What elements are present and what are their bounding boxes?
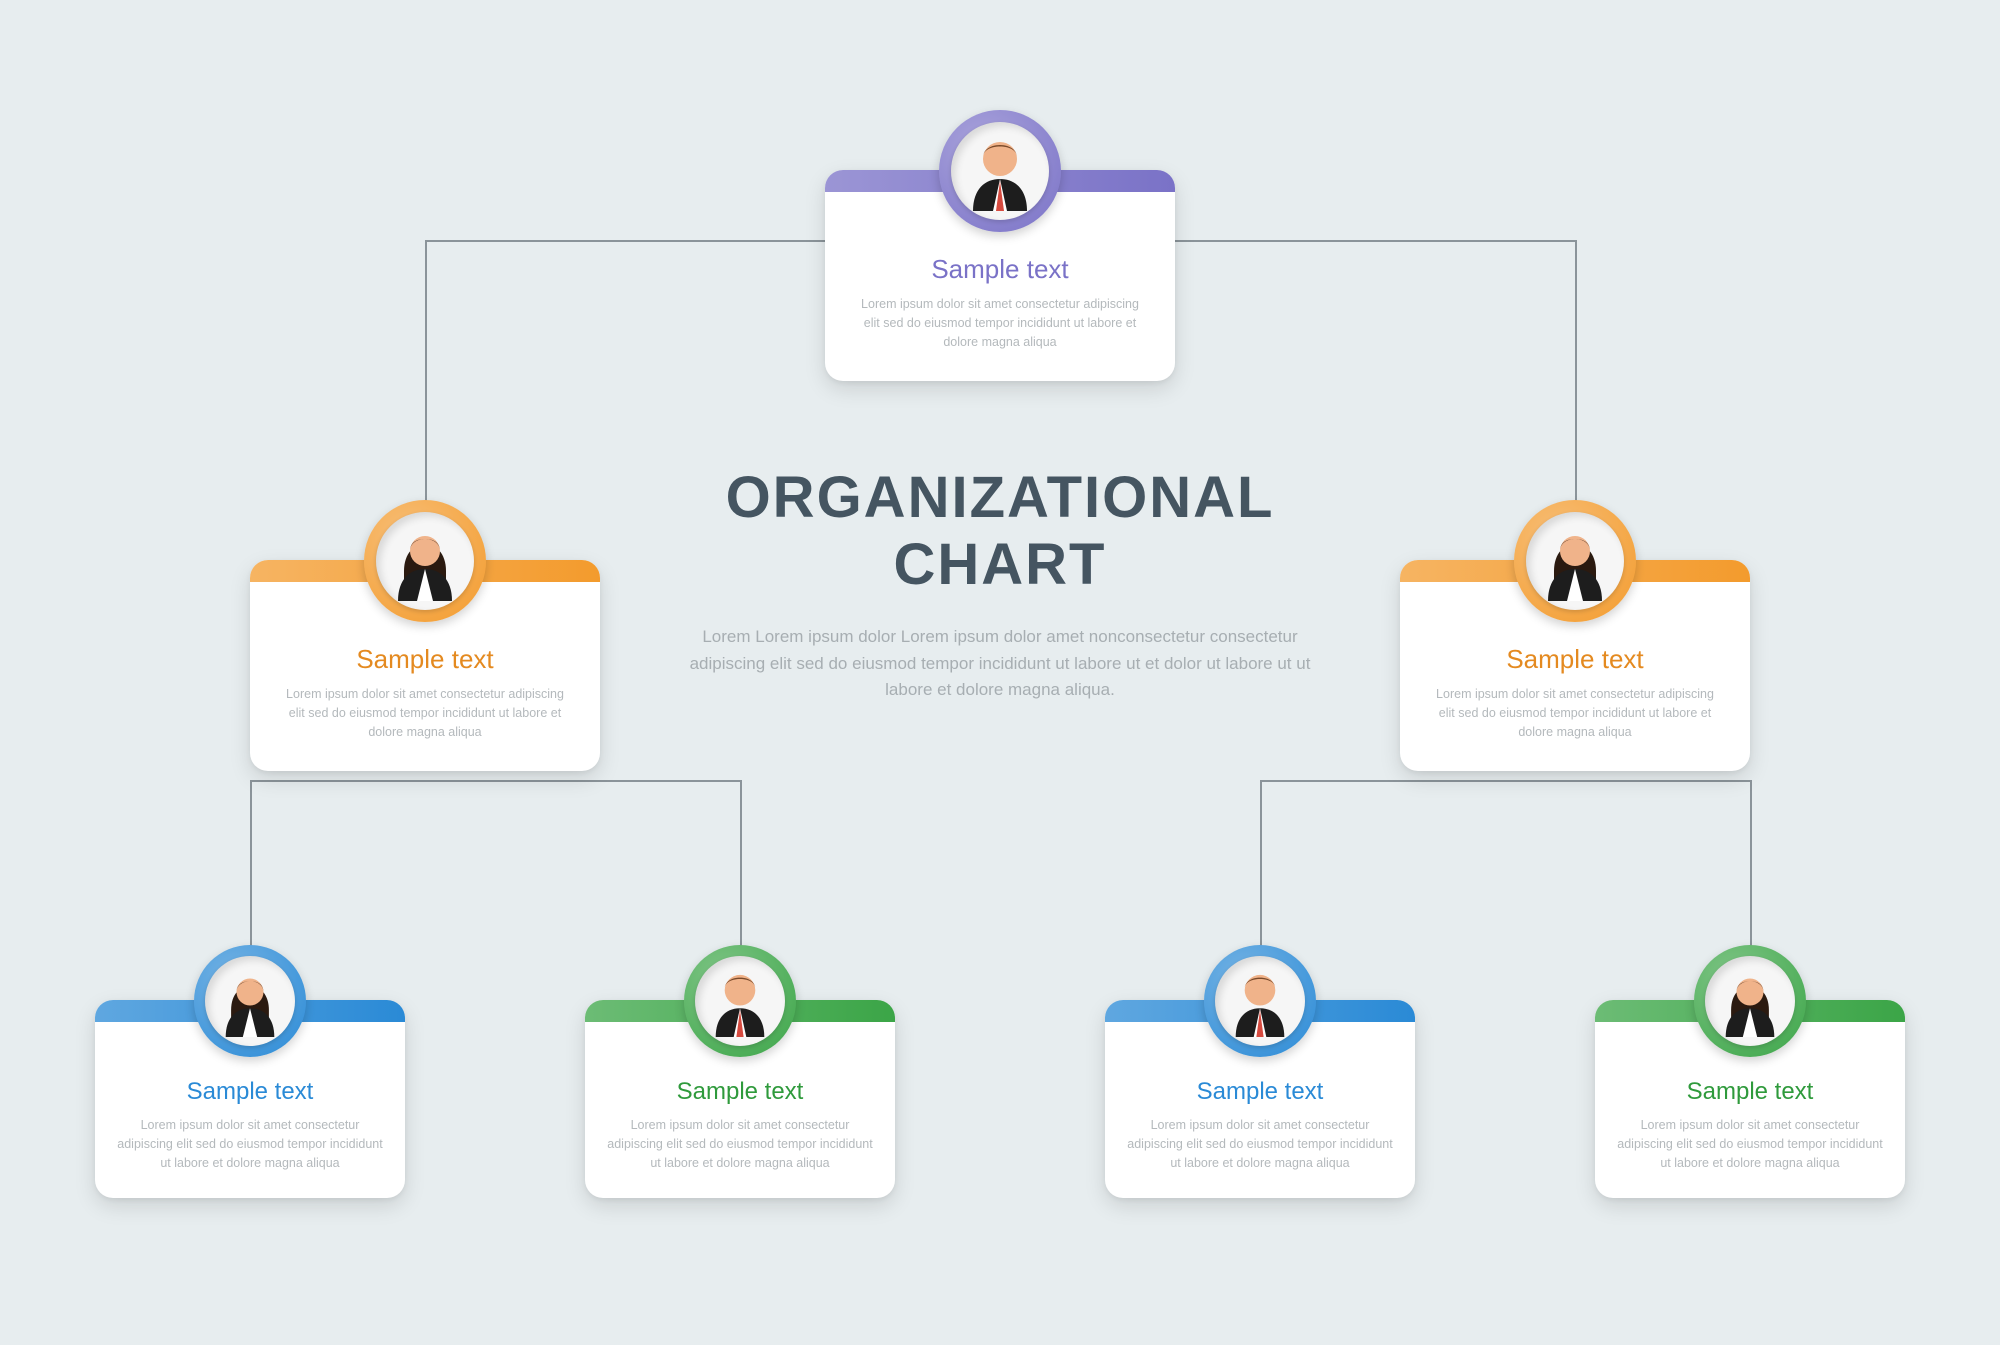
org-node-leaf_3: Sample text Lorem ipsum dolor sit amet c… [1105,1000,1415,1198]
connector-line [425,240,427,530]
node-description: Lorem ipsum dolor sit amet consectetur a… [1617,1116,1883,1172]
avatar-badge [684,945,796,1057]
person-avatar-icon [1705,956,1795,1046]
person-avatar-icon [205,956,295,1046]
node-card: Sample text Lorem ipsum dolor sit amet c… [1400,560,1750,771]
org-node-leaf_1: Sample text Lorem ipsum dolor sit amet c… [95,1000,405,1198]
node-card: Sample text Lorem ipsum dolor sit amet c… [250,560,600,771]
node-card: Sample text Lorem ipsum dolor sit amet c… [825,170,1175,381]
org-node-leaf_2: Sample text Lorem ipsum dolor sit amet c… [585,1000,895,1198]
chart-title-line2: CHART [894,532,1107,597]
connector-line [1575,240,1577,530]
node-description: Lorem ipsum dolor sit amet consectetur a… [1127,1116,1393,1172]
chart-title-line1: ORGANIZATIONAL [726,465,1275,530]
node-title: Sample text [607,1078,873,1106]
chart-title: ORGANIZATIONAL CHART [620,465,1380,598]
node-title: Sample text [278,644,572,675]
person-avatar-icon [951,122,1049,220]
org-node-mid_left: Sample text Lorem ipsum dolor sit amet c… [250,560,600,771]
node-description: Lorem ipsum dolor sit amet consectetur a… [278,685,572,741]
avatar-badge [939,110,1061,232]
node-title: Sample text [1428,644,1722,675]
node-card: Sample text Lorem ipsum dolor sit amet c… [1105,1000,1415,1198]
node-title: Sample text [1127,1078,1393,1106]
node-card: Sample text Lorem ipsum dolor sit amet c… [1595,1000,1905,1198]
node-description: Lorem ipsum dolor sit amet consectetur a… [853,295,1147,351]
chart-heading: ORGANIZATIONAL CHART Lorem Lorem ipsum d… [620,465,1380,703]
org-node-leaf_4: Sample text Lorem ipsum dolor sit amet c… [1595,1000,1905,1198]
chart-description: Lorem Lorem ipsum dolor Lorem ipsum dolo… [680,624,1320,703]
org-node-root: Sample text Lorem ipsum dolor sit amet c… [825,170,1175,381]
connector-line [250,780,740,782]
avatar-badge [1204,945,1316,1057]
node-description: Lorem ipsum dolor sit amet consectetur a… [117,1116,383,1172]
node-description: Lorem ipsum dolor sit amet consectetur a… [1428,685,1722,741]
avatar-badge [1694,945,1806,1057]
node-card: Sample text Lorem ipsum dolor sit amet c… [95,1000,405,1198]
person-avatar-icon [695,956,785,1046]
connector-line [1260,780,1750,782]
org-chart-canvas: ORGANIZATIONAL CHART Lorem Lorem ipsum d… [0,0,2000,1345]
node-title: Sample text [1617,1078,1883,1106]
node-title: Sample text [853,254,1147,285]
person-avatar-icon [376,512,474,610]
avatar-badge [194,945,306,1057]
node-description: Lorem ipsum dolor sit amet consectetur a… [607,1116,873,1172]
org-node-mid_right: Sample text Lorem ipsum dolor sit amet c… [1400,560,1750,771]
node-card: Sample text Lorem ipsum dolor sit amet c… [585,1000,895,1198]
person-avatar-icon [1215,956,1305,1046]
person-avatar-icon [1526,512,1624,610]
avatar-badge [1514,500,1636,622]
avatar-badge [364,500,486,622]
node-title: Sample text [117,1078,383,1106]
